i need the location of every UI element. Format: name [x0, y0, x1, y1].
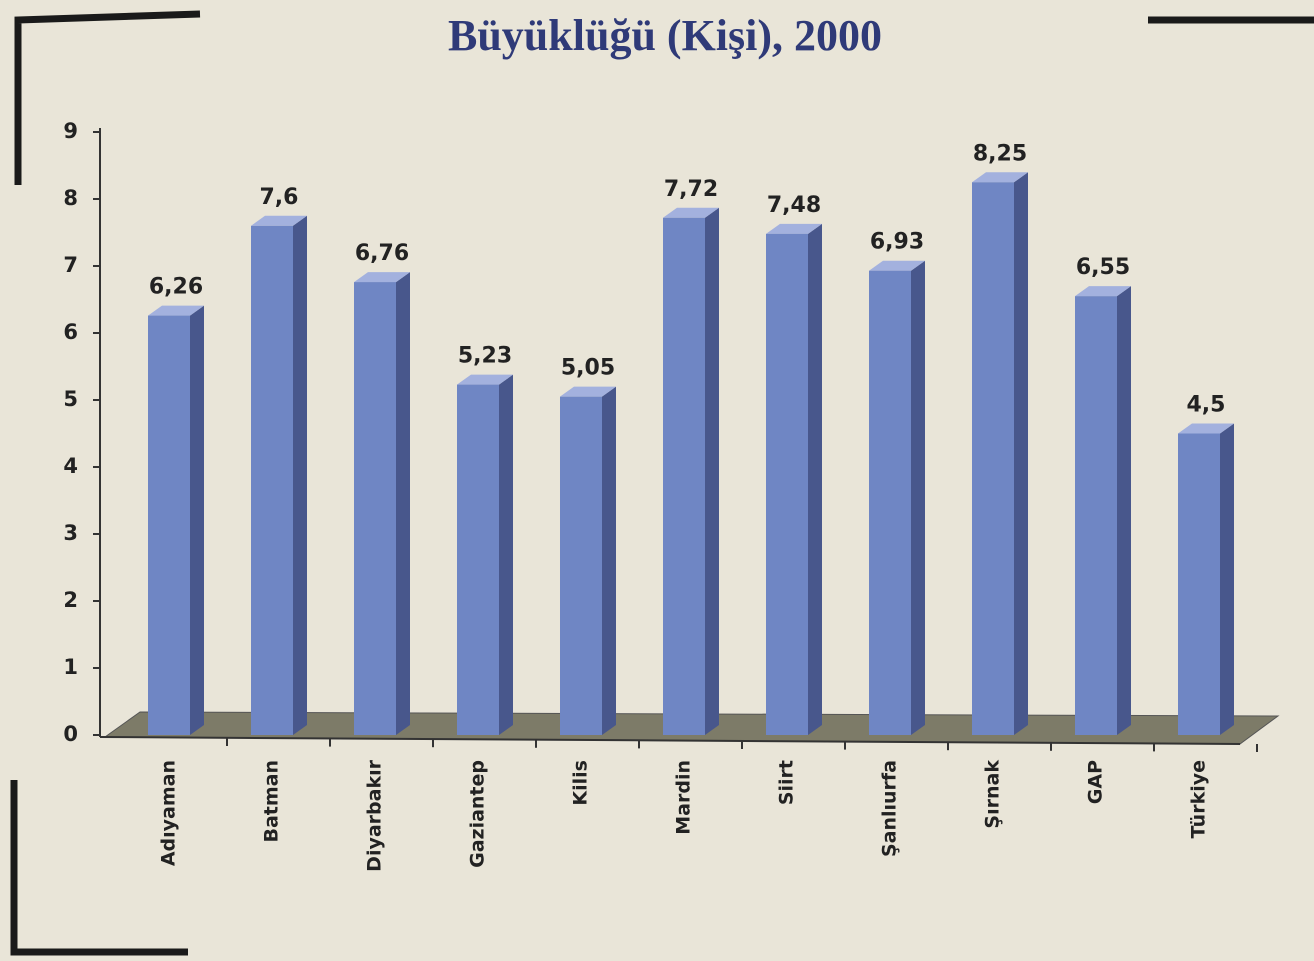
bar-group [457, 374, 513, 735]
bar [972, 182, 1014, 735]
bar-top [457, 374, 513, 385]
bar [148, 315, 190, 735]
bar-top [251, 215, 307, 226]
bar-group [354, 272, 410, 735]
bar [560, 396, 602, 735]
value-label: 6,26 [149, 275, 203, 300]
value-label: 7,48 [767, 193, 821, 218]
bar [869, 270, 911, 735]
bar [1075, 296, 1117, 735]
corner-brackets [10, 10, 1314, 956]
bar-side [396, 272, 410, 735]
bar [354, 282, 396, 735]
bracket [10, 780, 188, 956]
x-tick-label: Şırnak [982, 760, 1004, 829]
value-label: 6,93 [870, 230, 924, 255]
x-tick-label: Şanlıurfa [879, 760, 901, 857]
y-tick-label: 3 [63, 521, 78, 545]
bar-group [1178, 423, 1234, 735]
x-tick-label: Diyarbakır [364, 759, 386, 871]
bar-side [190, 305, 204, 735]
bar-group [251, 215, 307, 736]
bar-top [766, 223, 822, 234]
bracket [14, 10, 201, 185]
bar [251, 225, 293, 736]
y-tick-label: 5 [63, 387, 78, 411]
value-label: 7,6 [260, 185, 299, 210]
bar-group [869, 260, 925, 735]
y-tick-label: 2 [63, 588, 78, 612]
bar [457, 384, 499, 735]
y-tick-label: 1 [63, 655, 78, 679]
bar-top [1178, 423, 1234, 434]
bar-group [972, 172, 1028, 735]
bar-top [869, 260, 925, 271]
y-tick-label: 7 [63, 253, 78, 277]
bar-top [354, 272, 410, 283]
bar [1178, 433, 1220, 735]
bar [766, 233, 808, 735]
value-label: 4,5 [1187, 393, 1226, 418]
bar-group [1075, 286, 1131, 735]
y-tick-label: 6 [63, 320, 78, 344]
bar-top [1075, 286, 1131, 297]
bar-side [1220, 423, 1234, 735]
x-tick-label: Siirt [776, 760, 798, 805]
y-tick-label: 9 [63, 119, 78, 143]
bar-group [148, 305, 204, 735]
bar-side [1014, 172, 1028, 735]
value-label: 5,05 [561, 356, 615, 381]
bar-side [293, 215, 307, 736]
x-tick-label: Mardin [673, 760, 695, 835]
bar-side [808, 223, 822, 735]
y-tick-label: 8 [63, 186, 78, 210]
value-label: 6,55 [1076, 255, 1130, 280]
bar-top [972, 172, 1028, 183]
value-label: 6,76 [355, 241, 409, 266]
x-tick-label: Adıyaman [158, 760, 180, 866]
value-label: 7,72 [664, 177, 718, 202]
bar [663, 217, 705, 735]
bar-side [911, 260, 925, 735]
bar-side [499, 374, 513, 735]
x-tick-label: Türkiye [1188, 760, 1210, 838]
bar-side [602, 386, 616, 735]
bar-group [663, 207, 719, 735]
value-label: 8,25 [973, 141, 1027, 166]
bar-top [663, 207, 719, 218]
y-tick-label: 0 [63, 722, 78, 746]
bar-side [705, 207, 719, 735]
y-tick-label: 4 [63, 454, 78, 478]
bar-top [148, 305, 204, 316]
bar-side [1117, 286, 1131, 735]
x-tick-label: Gaziantep [467, 760, 489, 868]
x-tick-label: Kilis [570, 760, 592, 806]
x-tick-label: Batman [261, 760, 283, 843]
value-label: 5,23 [458, 344, 512, 369]
x-tick-label: GAP [1085, 760, 1107, 804]
bar-top [560, 386, 616, 397]
bar-group [766, 223, 822, 735]
bar-group [560, 386, 616, 735]
chart-title: Büyüklüğü (Kişi), 2000 [448, 11, 882, 60]
